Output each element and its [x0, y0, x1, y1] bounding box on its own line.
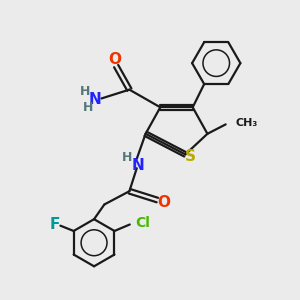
Text: H: H — [80, 85, 90, 98]
Text: CH₃: CH₃ — [235, 118, 257, 128]
Text: O: O — [108, 52, 121, 67]
Text: H: H — [83, 101, 93, 114]
Text: N: N — [132, 158, 145, 173]
Text: H: H — [122, 151, 133, 164]
Text: N: N — [88, 92, 101, 106]
Text: S: S — [185, 149, 196, 164]
Text: Cl: Cl — [136, 216, 151, 230]
Text: O: O — [157, 195, 170, 210]
Text: F: F — [50, 217, 60, 232]
